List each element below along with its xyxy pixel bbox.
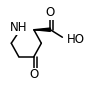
Text: NH: NH [10,21,27,34]
Text: O: O [29,68,38,81]
Polygon shape [34,28,50,31]
Text: O: O [46,6,55,19]
Text: HO: HO [67,33,85,46]
